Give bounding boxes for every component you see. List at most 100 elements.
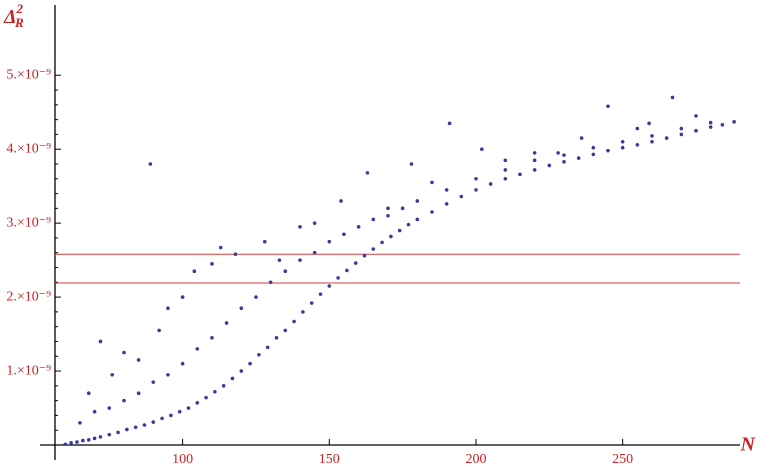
point [221,384,226,388]
point [397,228,402,233]
point [133,425,138,430]
point [268,280,273,285]
point [277,258,282,262]
y-axis-label: Δ2 R [3,1,24,30]
point [720,122,725,127]
point [547,163,552,168]
point [81,438,85,443]
point [327,239,332,244]
point [409,162,414,166]
point [339,199,343,203]
point [371,217,376,222]
point [309,301,314,305]
point [218,245,223,250]
point [474,176,478,181]
point [679,126,684,131]
x-tick-label: 200 [465,452,486,466]
point [532,168,537,172]
point [301,310,305,314]
point [292,319,296,324]
y-tick-label: 5.×10⁻⁹ [6,67,51,82]
point [122,398,126,403]
point [116,430,120,435]
point [430,180,434,185]
y-tick-label: 2.×10⁻⁹ [6,289,51,304]
point [169,413,173,418]
point [283,328,288,333]
point [63,442,68,447]
point [606,148,610,153]
point [136,391,141,396]
point [380,240,384,245]
point [503,168,508,172]
y-label-sup: 2 [16,1,24,16]
y-label-sub: R [14,15,24,30]
point [148,162,153,166]
point [444,202,449,206]
point [318,292,323,296]
point [503,176,508,181]
point [532,158,537,163]
point [386,206,390,211]
point [620,145,625,150]
point [283,269,288,274]
point [210,262,214,266]
point [177,409,182,414]
point [694,114,698,118]
point [298,225,302,229]
point [556,151,560,155]
point [180,295,185,299]
point [562,153,566,157]
point [230,376,235,381]
point [78,421,82,425]
point [92,409,97,414]
point [233,252,238,257]
point [239,306,244,310]
point [204,395,208,400]
point [86,438,91,442]
x-axis-label: N [740,434,757,456]
x-tick-label: 150 [319,452,340,466]
point [606,104,610,109]
point [650,140,654,144]
point [430,210,434,214]
point [342,232,346,237]
point [386,213,390,218]
point [650,134,654,138]
point [532,151,537,155]
point [86,391,91,396]
point [254,295,258,299]
point [210,335,214,340]
point [488,182,493,186]
point [708,125,713,129]
point [195,401,200,405]
point [444,188,449,192]
point [262,239,267,244]
point [75,440,79,444]
point [503,158,508,163]
point [157,328,161,333]
point [166,372,170,377]
point [327,284,332,288]
point [142,423,147,427]
point [679,132,684,137]
y-label-base: Δ [3,6,17,28]
point [336,276,340,280]
point [362,253,367,258]
point [151,380,156,384]
point [125,427,129,432]
point [447,121,452,126]
point [579,136,584,140]
point [224,321,229,325]
point [635,126,640,131]
point [635,142,640,147]
point [107,432,112,437]
point [98,435,103,439]
point [195,347,200,351]
point [591,152,596,157]
y-tick-label: 3.×10⁻⁹ [6,215,51,230]
point [239,369,244,373]
point [160,416,164,421]
point [257,352,261,357]
point [562,159,566,164]
